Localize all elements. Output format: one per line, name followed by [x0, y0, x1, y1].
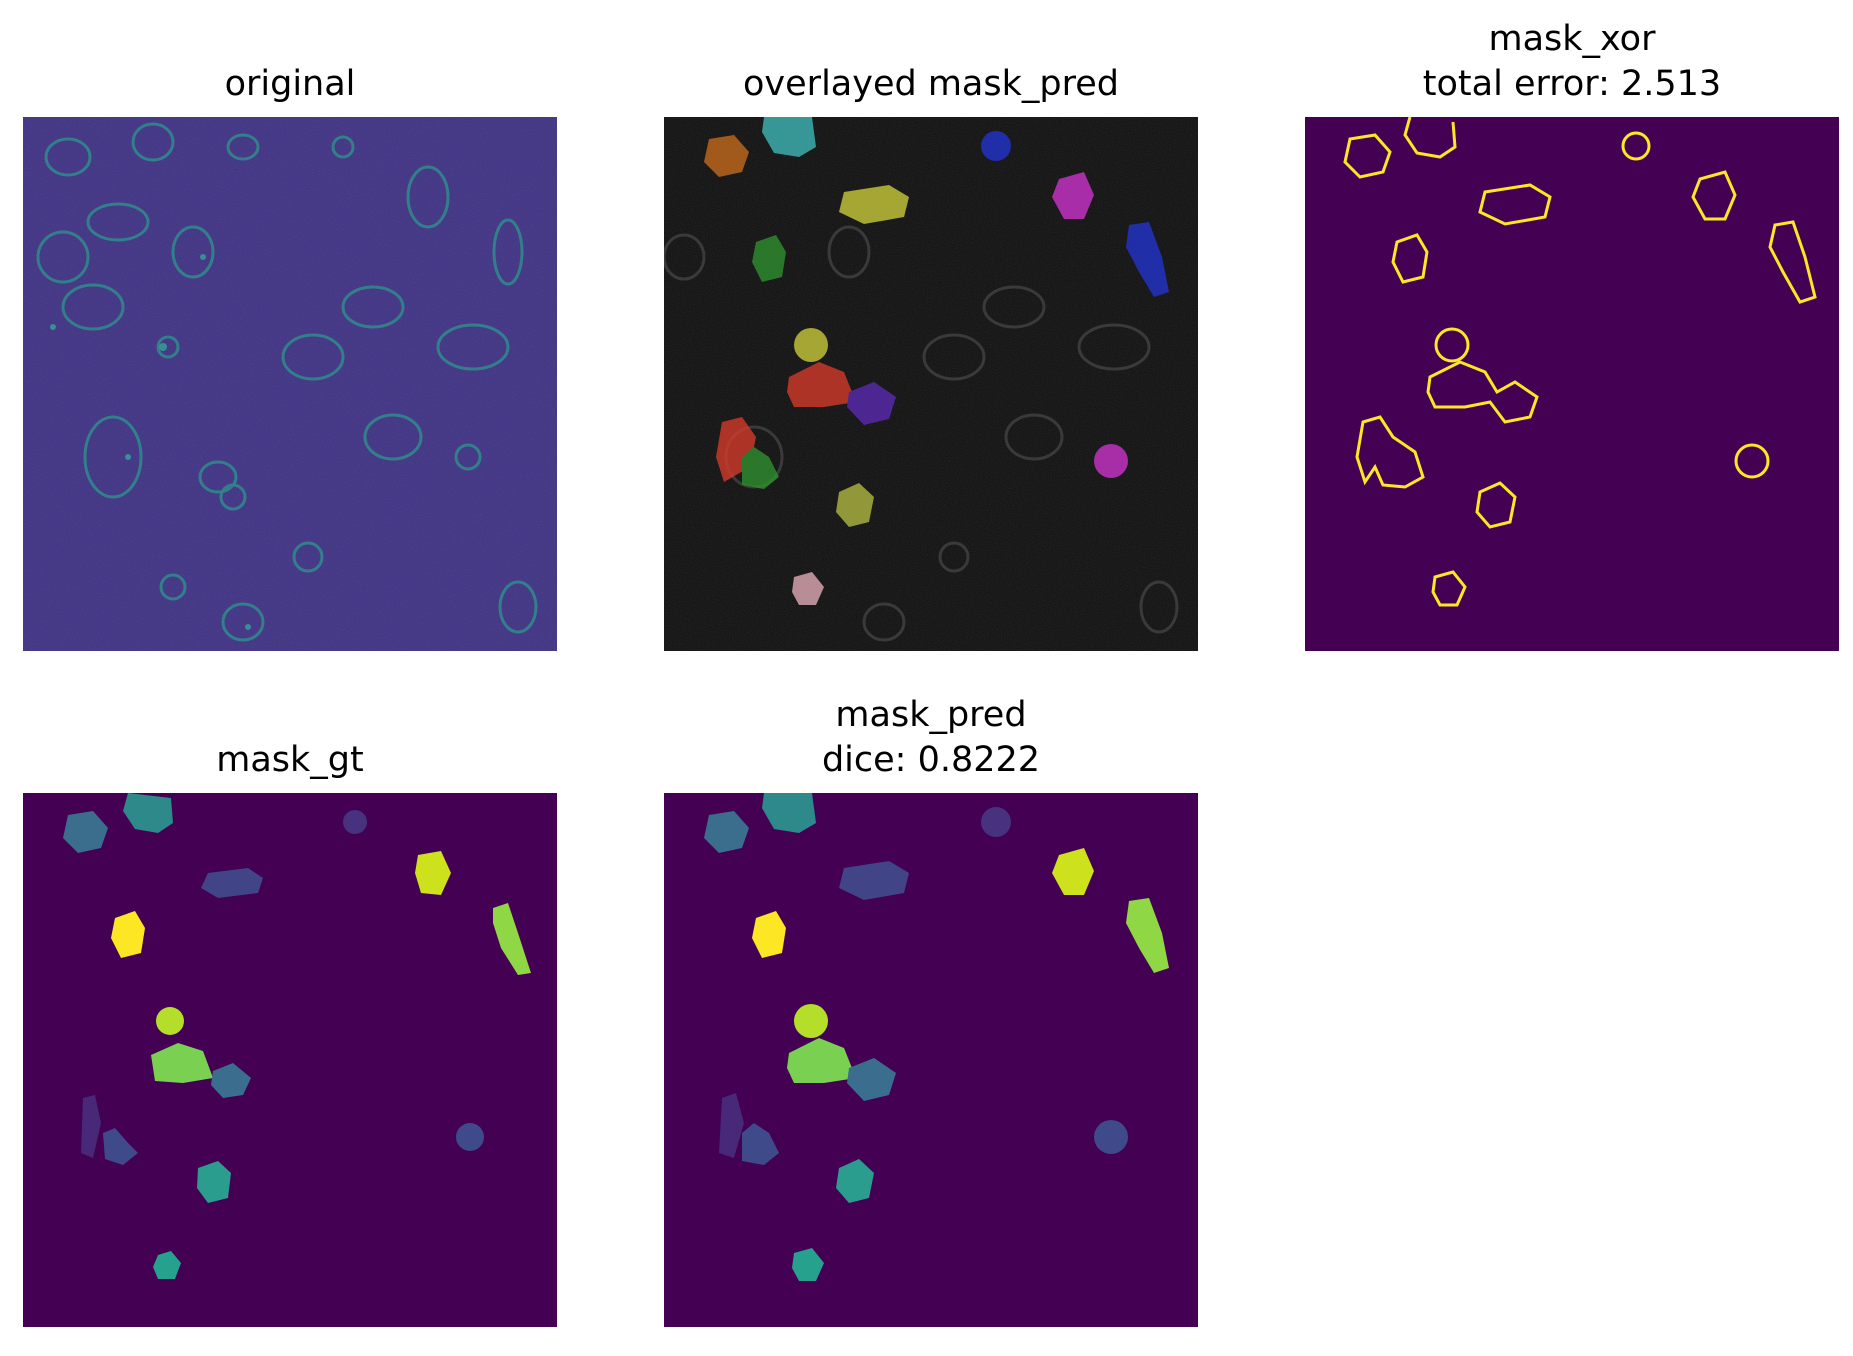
original-image [23, 117, 557, 651]
xor-image [1305, 117, 1839, 651]
pred-title-line2: dice: 0.8222 [821, 740, 1041, 780]
panel-title-xor: mask_xor total error: 2.513 [1305, 17, 1839, 107]
panel-title-pred: mask_pred dice: 0.8222 [664, 693, 1198, 783]
xor-title-line2: total error: 2.513 [1422, 64, 1722, 104]
overlay-image [664, 117, 1198, 651]
panel-title-overlay: overlayed mask_pred [743, 64, 1119, 104]
pred-title-line1: mask_pred [835, 695, 1027, 735]
xor-title-line1: mask_xor [1488, 19, 1656, 59]
pred-mask-image [664, 793, 1198, 1327]
panel-title-gt: mask_gt [216, 740, 364, 780]
gt-mask-image [23, 793, 557, 1327]
panel-title-original: original [224, 64, 356, 104]
